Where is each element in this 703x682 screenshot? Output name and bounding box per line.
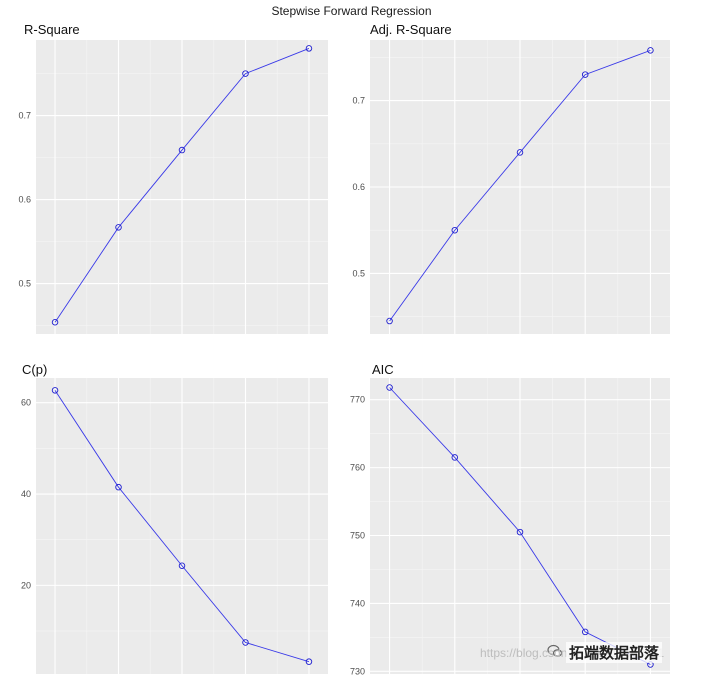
y-tick-label: 770 [350, 395, 365, 405]
wechat-icon [547, 644, 563, 657]
panel-title-aic: AIC [372, 362, 394, 377]
data-point [242, 70, 249, 77]
data-point [516, 149, 524, 156]
y-tick-label: 0.6 [352, 182, 365, 192]
series-line-cp [54, 390, 310, 663]
y-tick-label: 0.5 [18, 279, 31, 289]
data-point [581, 71, 589, 78]
series-line-r-square [54, 47, 310, 323]
data-point [386, 384, 393, 391]
data-point [386, 317, 393, 325]
data-point [451, 226, 459, 234]
data-point [305, 658, 313, 665]
data-point [516, 528, 524, 536]
y-tick-label: 0.6 [18, 195, 31, 205]
panel-title-adj-r-square: Adj. R-Square [370, 22, 452, 37]
y-tick-label: 760 [350, 463, 365, 473]
data-point [51, 387, 59, 394]
data-point [115, 483, 122, 491]
figure-title: Stepwise Forward Regression [271, 4, 432, 18]
data-point [451, 454, 459, 461]
data-point [115, 224, 122, 231]
y-tick-label: 740 [350, 598, 365, 608]
data-point [178, 562, 186, 569]
data-point [178, 146, 186, 154]
brand-label: 拓端数据部落 [566, 642, 663, 663]
y-tick-label: 40 [21, 489, 31, 499]
data-point [647, 47, 654, 54]
panel-title-r-square: R-Square [24, 22, 80, 37]
y-tick-label: 20 [21, 580, 31, 590]
data-point [242, 639, 249, 646]
y-tick-label: 730 [350, 666, 365, 676]
panel-aic: 730 740 750 760 770 [350, 378, 670, 676]
panel-title-cp: C(p) [22, 362, 48, 377]
y-tick-label: 0.7 [18, 111, 31, 121]
data-point [51, 318, 59, 326]
data-point [581, 628, 589, 636]
panel-cp: 20 40 60 [21, 378, 328, 674]
y-tick-label: 750 [350, 531, 365, 541]
series-line-adj-r-square [389, 49, 651, 322]
y-tick-label: 60 [21, 398, 31, 408]
data-point [305, 45, 313, 52]
panel-r-square: 0.5 0.6 0.7 [18, 40, 328, 334]
panel-adj-r-square: 0.5 0.6 0.7 [352, 40, 670, 334]
y-tick-label: 0.5 [352, 268, 365, 278]
y-tick-label: 0.7 [352, 96, 365, 106]
